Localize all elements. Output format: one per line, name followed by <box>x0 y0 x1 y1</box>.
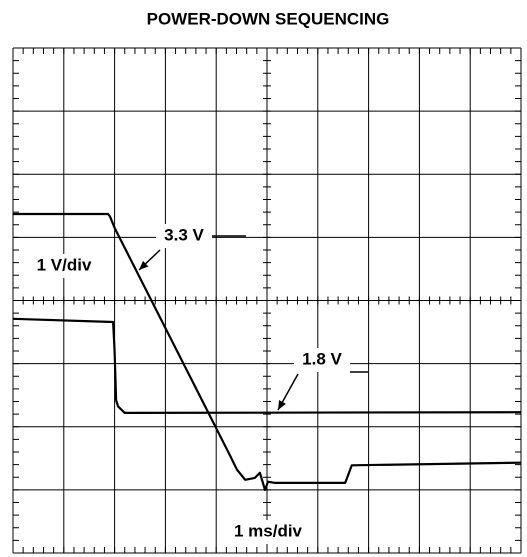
label-background <box>294 348 350 372</box>
annotation: 3.3 V <box>164 225 204 244</box>
arrowhead <box>278 400 286 410</box>
annotation: 1 ms/div <box>234 521 303 540</box>
trace <box>13 212 522 491</box>
trace <box>12 317 522 414</box>
annotation: 1.8 V <box>302 349 342 368</box>
label-background <box>156 224 212 248</box>
label-background <box>25 254 103 278</box>
arrowhead <box>139 260 149 270</box>
chart-title: POWER-DOWN SEQUENCING <box>147 9 390 28</box>
annotation: 1 V/div <box>37 255 92 274</box>
label-background <box>223 520 313 544</box>
